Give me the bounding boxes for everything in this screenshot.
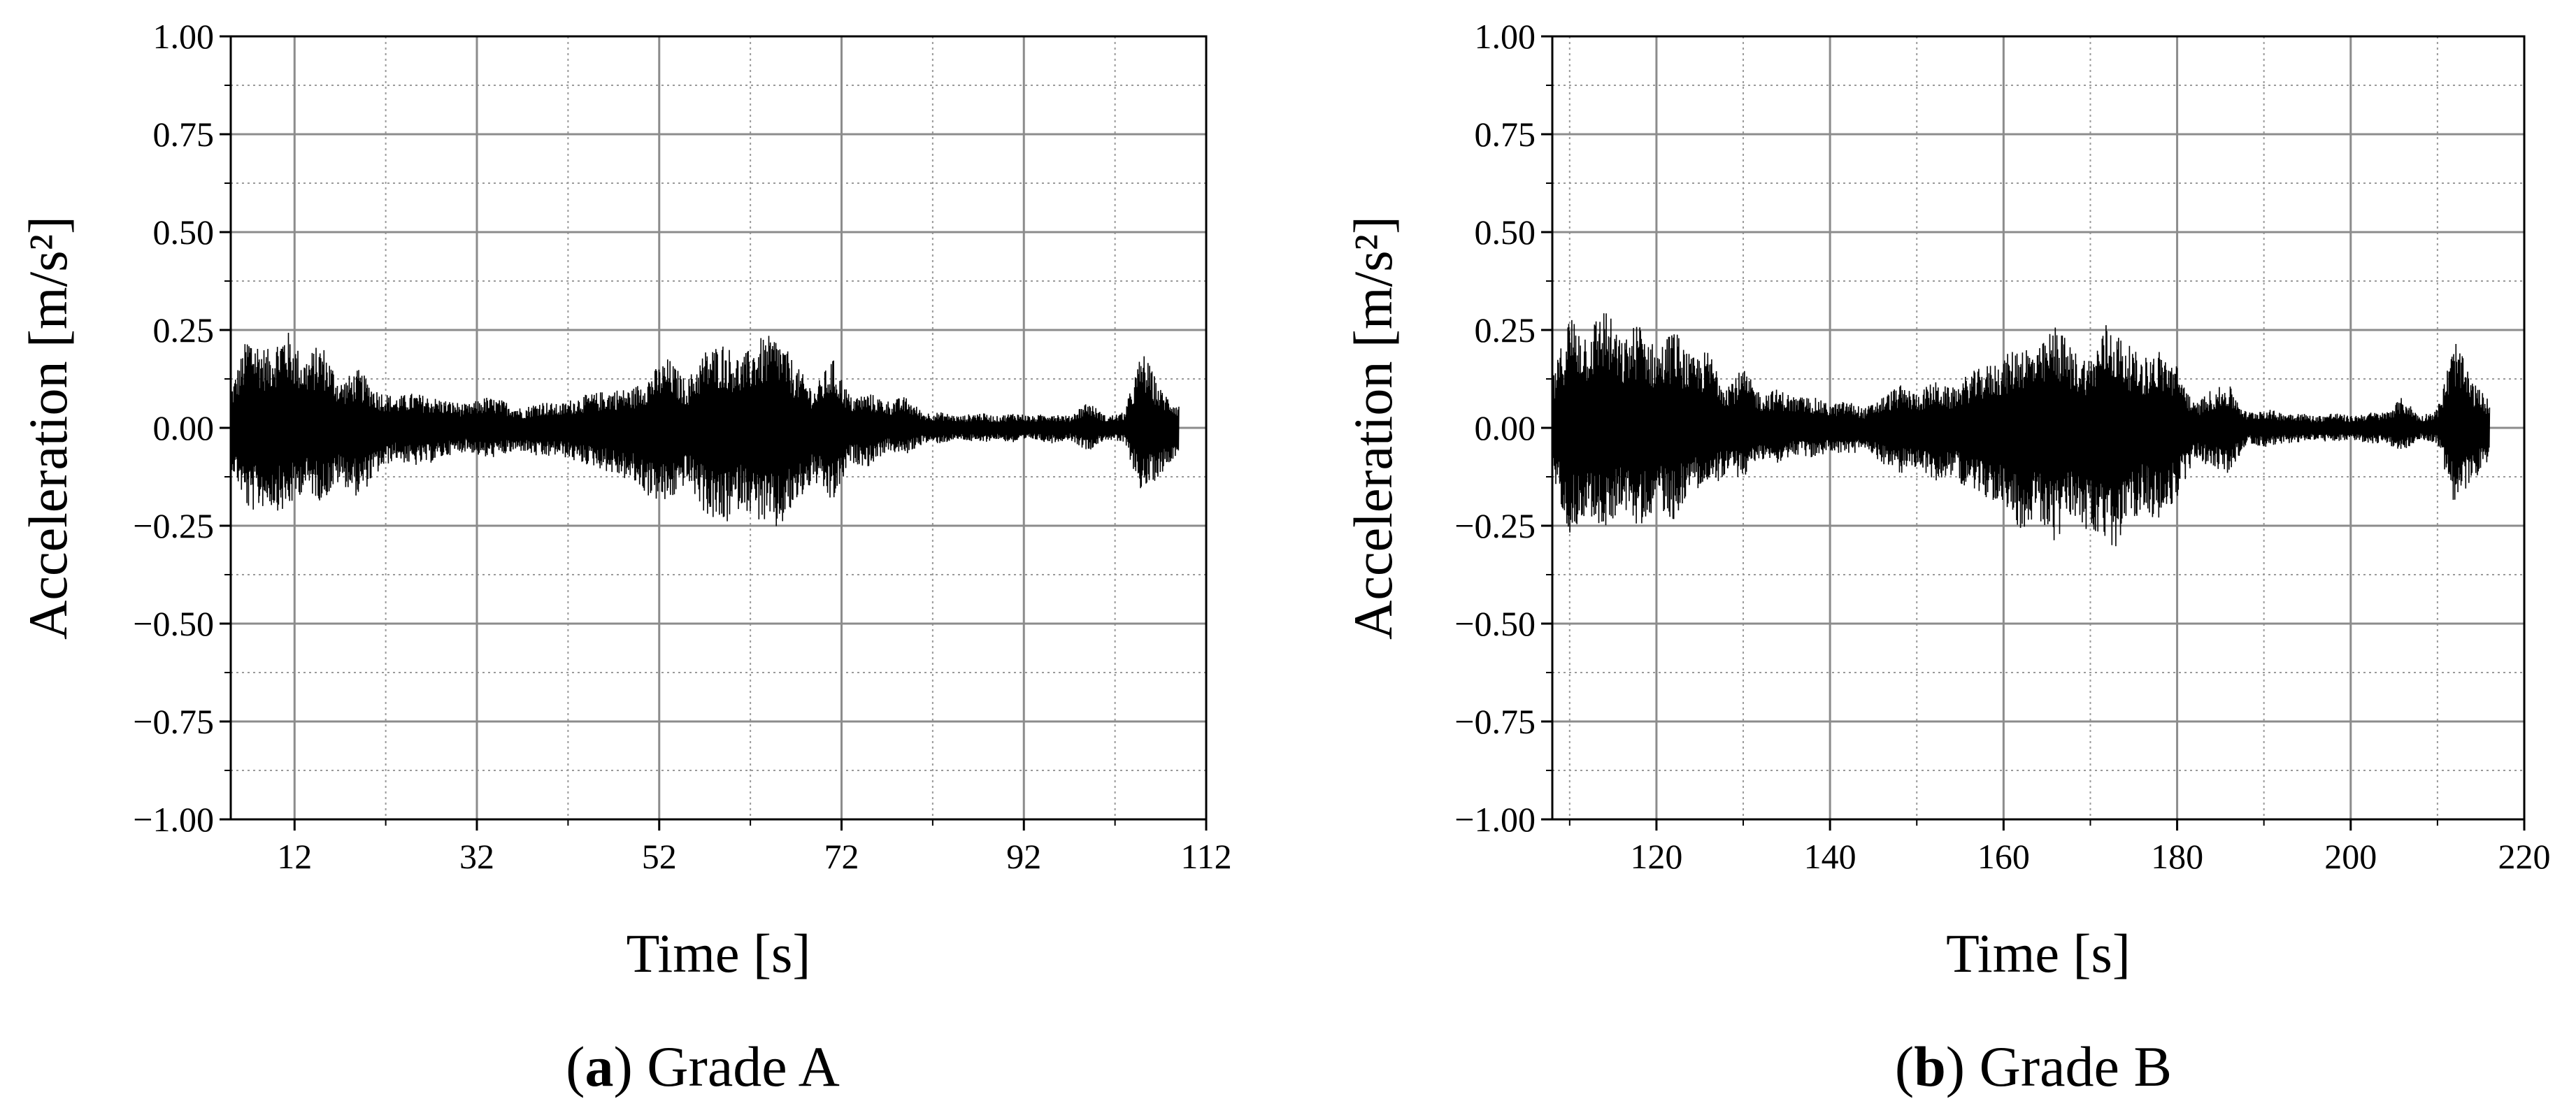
x-tick-label: 220 [2498, 837, 2551, 876]
y-axis-label: Acceleration [m/s²] [1343, 216, 1403, 640]
y-tick-label: 1.00 [1475, 17, 1536, 56]
caption-a: (a) Grade A [566, 1035, 840, 1098]
y-tick-label: −0.50 [133, 604, 214, 643]
x-axis-label: Time [s] [1946, 923, 2131, 984]
x-tick-label: 112 [1180, 837, 1231, 876]
y-tick-label: 0.25 [153, 310, 215, 350]
x-axis-label: Time [s] [627, 923, 811, 984]
x-tick-label: 160 [1977, 837, 2030, 876]
y-axis-label: Acceleration [m/s²] [17, 216, 78, 640]
x-tick-label: 140 [1804, 837, 1856, 876]
x-tick-label: 200 [2324, 837, 2377, 876]
caption-b-text: Grade B [1980, 1035, 2173, 1098]
y-tick-label: −0.50 [1454, 604, 1536, 643]
caption-b-letter: b [1914, 1035, 1946, 1098]
y-tick-label: −0.25 [1454, 506, 1536, 545]
y-tick-label: 0.50 [153, 213, 215, 252]
acceleration-series [230, 332, 1180, 526]
caption-a-text: Grade A [647, 1035, 840, 1098]
acceleration-series [1552, 313, 2491, 547]
y-tick-label: −0.75 [1454, 702, 1536, 741]
x-tick-label: 92 [1006, 837, 1041, 876]
y-tick-label: 0.00 [153, 408, 215, 447]
y-tick-label: 0.50 [1475, 213, 1536, 252]
panel-b-chart: 120 140 160 180 200 220 −1.00 −0.75 −0.50 −0.25 0.… [1343, 17, 2551, 984]
y-tick-label: −1.00 [1454, 800, 1536, 839]
y-tick-label: −1.00 [133, 800, 214, 839]
y-tick-label: 0.00 [1475, 408, 1536, 447]
x-tick-label: 120 [1630, 837, 1682, 876]
x-tick-label: 72 [824, 837, 859, 876]
y-tick-label: 0.75 [153, 115, 215, 154]
y-tick-label: −0.25 [133, 506, 214, 545]
caption-a-letter: a [585, 1035, 613, 1098]
x-tick-label: 32 [459, 837, 494, 876]
x-tick-label: 52 [642, 837, 677, 876]
panel-a-chart: 12 32 52 72 92 112 −1.00 −0.75 −0.50 −0.25 0.00 0.2… [17, 17, 1232, 984]
x-tick-label: 180 [2151, 837, 2203, 876]
y-tick-label: 1.00 [153, 17, 215, 56]
y-tick-label: 0.25 [1475, 310, 1536, 350]
y-tick-label: 0.75 [1475, 115, 1536, 154]
caption-b: (b) Grade B [1895, 1035, 2172, 1098]
x-tick-label: 12 [277, 837, 312, 876]
y-tick-label: −0.75 [133, 702, 214, 741]
